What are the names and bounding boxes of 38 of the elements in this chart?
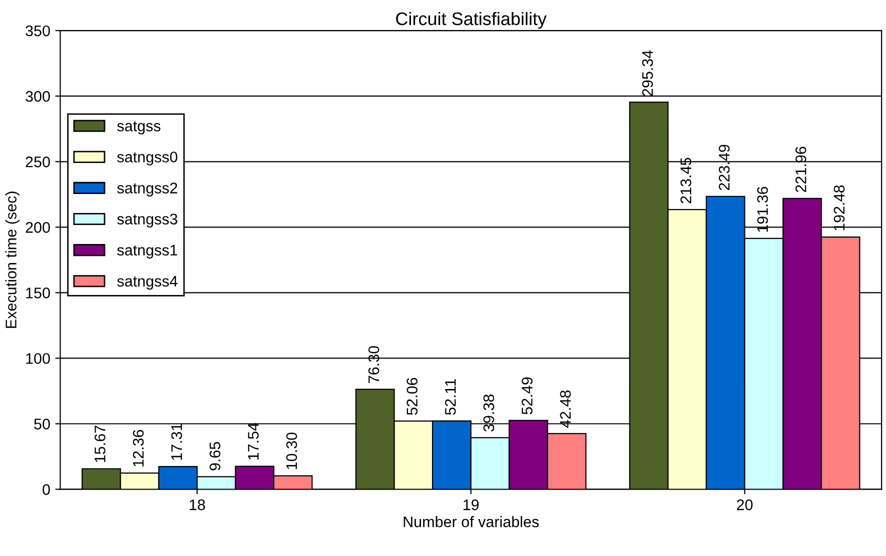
y-tick-label: 50 (34, 418, 50, 430)
x-tick-label: 20 (736, 499, 753, 510)
x-tick-label: 19 (464, 499, 479, 510)
data-label: 76.30 (368, 346, 380, 383)
data-label: 295.34 (642, 50, 653, 96)
y-tick-label: 150 (26, 288, 50, 298)
data-label: 15.67 (94, 426, 106, 462)
data-label: 223.49 (718, 144, 730, 190)
data-label: 9.65 (210, 442, 220, 470)
data-label: 17.54 (248, 422, 259, 460)
y-tick-label: 0 (42, 484, 50, 495)
y-tick-label: 250 (26, 156, 50, 168)
legend-label: satngss4 (117, 276, 178, 290)
data-label: 39.38 (483, 394, 494, 432)
data-label: 221.96 (795, 146, 806, 192)
chart-title: Circuit Satisfiability (396, 12, 547, 29)
y-tick-label: 100 (26, 353, 50, 364)
y-tick-label: 350 (26, 25, 50, 36)
legend-label: satgss (117, 121, 160, 134)
y-tick-label: 300 (26, 90, 50, 102)
legend-label: satngss3 (117, 214, 178, 228)
y-tick-label: 200 (26, 222, 50, 233)
legend-label: satngss0 (117, 152, 178, 166)
data-label: 10.30 (286, 432, 298, 470)
x-axis-title: Number of variables (404, 516, 539, 528)
data-label: 52.49 (522, 377, 533, 414)
data-label: 17.31 (171, 424, 182, 460)
data-label: 192.48 (834, 185, 845, 230)
data-label: 191.36 (757, 186, 768, 232)
data-label: 213.45 (680, 158, 692, 204)
legend-label: satngss2 (117, 182, 178, 196)
data-label: 42.48 (560, 390, 571, 428)
legend-label: satngss1 (117, 244, 178, 259)
x-tick-label: 18 (190, 499, 205, 510)
data-label: 12.36 (132, 430, 144, 466)
data-label: 52.11 (445, 379, 456, 415)
y-axis-title: Execution time (sec) (5, 192, 20, 328)
data-label: 52.06 (406, 378, 418, 415)
